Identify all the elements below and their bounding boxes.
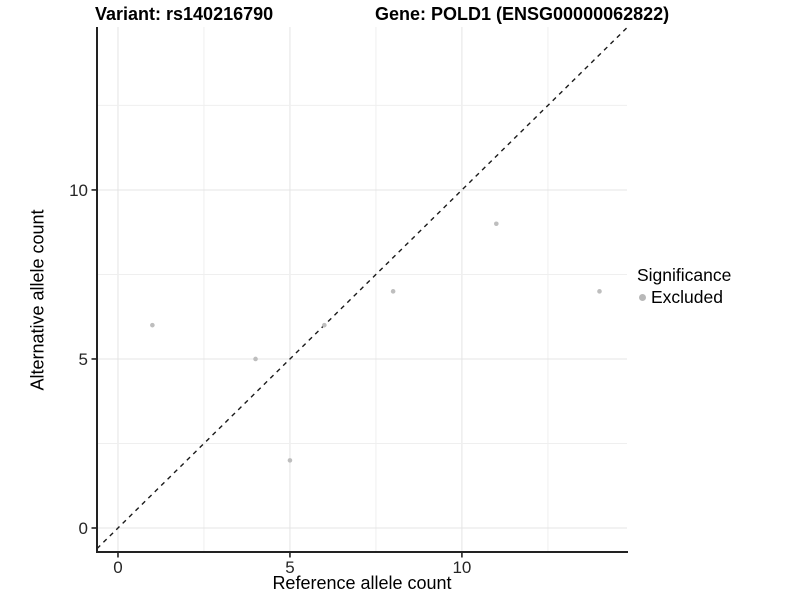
x-tick-label: 0 bbox=[113, 558, 122, 577]
data-point bbox=[494, 221, 499, 227]
data-point bbox=[287, 458, 293, 463]
y-tick-label: 10 bbox=[69, 181, 88, 200]
legend-item-excluded: Excluded bbox=[637, 287, 731, 308]
legend-point-icon bbox=[639, 294, 646, 301]
data-point bbox=[150, 322, 155, 328]
x-tick-label: 5 bbox=[285, 558, 294, 577]
legend-item-label: Excluded bbox=[651, 287, 723, 307]
data-point bbox=[253, 356, 258, 362]
plot-title-gene: Gene: POLD1 (ENSG00000062822) bbox=[375, 4, 670, 24]
plot-title-variant: Variant: rs140216790 bbox=[95, 4, 274, 24]
x-axis-title: Reference allele count bbox=[272, 573, 452, 593]
data-point bbox=[597, 289, 602, 294]
data-point bbox=[390, 289, 396, 294]
x-tick-label: 10 bbox=[452, 558, 471, 577]
y-tick-label: 0 bbox=[79, 519, 88, 538]
legend: Significance Excluded bbox=[637, 265, 731, 308]
identity-line bbox=[96, 27, 628, 550]
y-tick-label: 5 bbox=[79, 350, 88, 369]
data-point bbox=[322, 322, 327, 328]
legend-title: Significance bbox=[637, 265, 732, 285]
